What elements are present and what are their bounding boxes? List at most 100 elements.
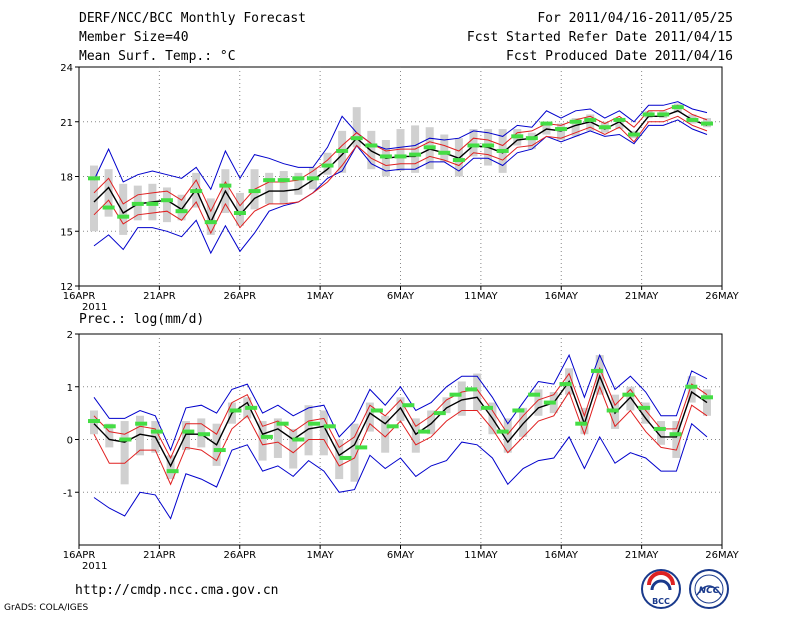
precip-x-tick-label: 26MAY	[705, 550, 739, 561]
ncc-logo-text: NCC	[699, 586, 720, 596]
precip-y-tick-label: 1	[67, 383, 73, 394]
precip-median-marker	[433, 411, 446, 416]
temp-median-marker	[117, 214, 130, 219]
precip-median-marker	[622, 392, 635, 397]
temp-y-tick-label: 18	[60, 173, 73, 184]
temp-spread-box	[615, 118, 624, 130]
temp-spread-box	[162, 187, 171, 223]
temp-spread-box	[469, 129, 478, 157]
temp-median-marker	[438, 150, 451, 155]
temp-spread-box	[557, 123, 566, 140]
temp-median-marker	[613, 117, 626, 122]
precip-median-marker	[182, 429, 195, 434]
precip-median-marker	[606, 408, 619, 413]
temp-median-marker	[569, 119, 582, 124]
precip-x-tick-label: 11MAY	[464, 550, 498, 561]
precip-median-marker	[276, 421, 289, 426]
precip-median-marker	[308, 421, 321, 426]
temp-spread-box	[571, 118, 580, 137]
temp-median-marker	[628, 132, 641, 137]
precip-title: Prec.: log(mm/d)	[79, 312, 204, 327]
bcc-logo-text: BCC	[652, 597, 670, 606]
temp-spread-box	[527, 132, 536, 150]
precip-x-tick-label: 21APR	[143, 550, 176, 561]
ncc-logo-icon: NCC	[689, 569, 729, 609]
temp-x-tick-label: 16APR	[63, 291, 96, 302]
temp-median-marker	[496, 148, 509, 153]
temp-median-marker	[263, 178, 276, 183]
precip-median-marker	[229, 408, 242, 413]
precip-median-marker	[638, 405, 651, 410]
temp-median-marker	[88, 176, 100, 181]
temp-y-tick-label: 12	[60, 282, 73, 293]
temp-median-marker	[306, 176, 319, 181]
precip-median-marker	[480, 405, 493, 410]
precip-spread-box	[519, 407, 528, 437]
precip-median-marker	[402, 403, 415, 408]
temp-median-marker	[350, 136, 363, 141]
temp-spread-box	[396, 129, 405, 172]
precip-spread-box	[687, 376, 696, 403]
temp-median-marker	[175, 209, 188, 214]
precip-spread-box	[273, 418, 282, 458]
precip-spread-box	[427, 410, 436, 435]
precip-year-label: 2011	[82, 561, 107, 572]
precip-median-marker	[135, 421, 148, 426]
variable-label: Mean Surf. Temp.: °C	[79, 49, 236, 64]
temp-spread-box	[352, 107, 361, 148]
precip-spread-box	[473, 373, 482, 411]
temp-x-tick-label: 26APR	[223, 291, 256, 302]
precip-x-tick-label: 26APR	[223, 550, 256, 561]
temp-median-marker	[642, 112, 655, 117]
precip-spread-box	[105, 423, 114, 448]
bcc-logo-icon: BCC	[641, 569, 681, 609]
precip-median-marker	[528, 392, 541, 397]
temp-median-marker	[686, 117, 699, 122]
temp-spread-box	[454, 138, 463, 177]
temp-year-label: 2011	[82, 302, 107, 313]
temp-median-marker	[657, 112, 670, 117]
precip-spread-box	[350, 423, 359, 482]
temp-median-marker	[379, 154, 392, 159]
temp-lower-inner-line	[93, 115, 708, 235]
precip-median-marker	[653, 426, 666, 431]
temp-median-marker	[190, 189, 203, 194]
precip-median-marker	[166, 469, 179, 474]
precip-spread-box	[120, 421, 129, 485]
temp-upper-inner-line	[93, 104, 708, 213]
temp-median-marker	[409, 152, 422, 157]
precip-spread-box	[580, 407, 589, 435]
precip-median-marker	[323, 424, 336, 429]
temp-median-marker	[671, 105, 684, 110]
precip-lower-inner-line	[93, 385, 708, 486]
temp-median-marker	[160, 198, 173, 203]
precip-spread-box	[672, 421, 681, 458]
temp-spread-box	[586, 114, 595, 131]
temp-x-tick-label: 26MAY	[705, 291, 739, 302]
precip-spread-box	[626, 386, 635, 411]
precip-spread-box	[319, 410, 328, 456]
precip-median-marker	[292, 437, 305, 442]
grads-credit: GrADS: COLA/IGES	[4, 603, 89, 613]
temp-spread-box	[294, 172, 303, 195]
website-url[interactable]: http://cmdp.ncc.cma.gov.cn	[75, 583, 279, 598]
precip-spread-box	[135, 415, 144, 456]
temp-median-marker	[292, 176, 305, 181]
precip-median-marker	[465, 387, 478, 392]
temp-y-tick-label: 24	[60, 63, 73, 74]
precip-median-marker	[213, 448, 226, 453]
precip-x-tick-label: 6MAY	[387, 550, 415, 561]
temp-spread-box	[90, 165, 98, 232]
temp-median-marker	[277, 178, 290, 183]
precip-median-marker	[198, 432, 211, 437]
precip-median-marker	[245, 405, 258, 410]
precip-spread-box	[457, 381, 466, 416]
precip-mean-line	[93, 374, 708, 468]
precip-spread-box	[258, 421, 267, 461]
temp-median-marker	[598, 125, 611, 130]
precip-spread-box	[641, 402, 650, 424]
precip-spread-box	[365, 402, 374, 432]
temp-median-marker	[701, 121, 713, 126]
precip-median-marker	[119, 437, 132, 442]
